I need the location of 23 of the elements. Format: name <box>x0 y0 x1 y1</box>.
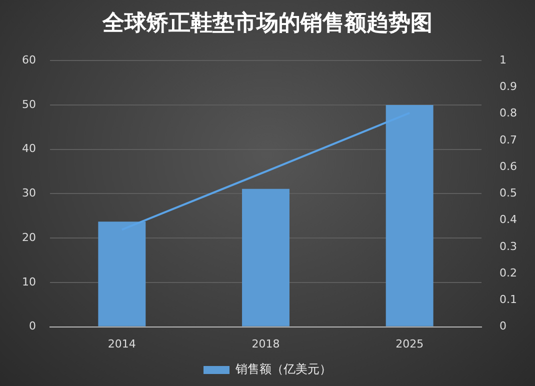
y2-tick-label: 0.6 <box>500 160 518 173</box>
legend-label: 销售额（亿美元） <box>234 362 332 376</box>
y2-tick-label: 0.7 <box>500 133 518 146</box>
y2-tick-label: 0.8 <box>500 106 518 120</box>
y2-tick-label: 0.2 <box>500 266 518 280</box>
chart-title: 全球矫正鞋垫市场的销售额趋势图 <box>101 9 434 38</box>
y2-tick-label: 0 <box>500 320 507 333</box>
y2-tick-label: 0.1 <box>500 293 518 306</box>
y-tick-label: 60 <box>22 53 36 66</box>
y-tick-label: 50 <box>22 98 36 111</box>
y-tick-label: 10 <box>22 275 36 288</box>
y2-tick-label: 0.4 <box>500 213 518 226</box>
y2-tick-label: 0.9 <box>500 80 518 94</box>
x-tick-label: 2014 <box>108 337 136 350</box>
y2-tick-label: 1 <box>500 53 507 66</box>
y-tick-label: 0 <box>28 320 36 333</box>
y2-tick-label: 0.3 <box>500 240 518 253</box>
y-tick-label: 30 <box>22 186 36 200</box>
x-tick-label: 2018 <box>252 337 280 350</box>
x-tick-label: 2025 <box>396 337 424 350</box>
y-tick-label: 20 <box>22 230 36 244</box>
y2-tick-label: 0.5 <box>500 186 518 200</box>
y-tick-label: 40 <box>22 142 36 156</box>
